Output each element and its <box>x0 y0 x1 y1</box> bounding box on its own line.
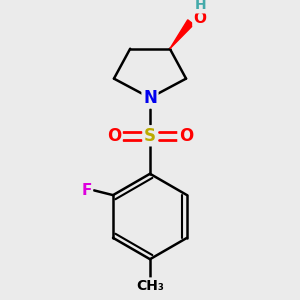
Text: O: O <box>107 127 121 145</box>
Text: CH₃: CH₃ <box>136 279 164 293</box>
Text: F: F <box>81 183 92 198</box>
Text: S: S <box>144 127 156 145</box>
Text: O: O <box>179 127 193 145</box>
Text: N: N <box>143 89 157 107</box>
Text: H: H <box>194 0 206 12</box>
Text: O: O <box>194 11 207 26</box>
Polygon shape <box>170 20 194 49</box>
